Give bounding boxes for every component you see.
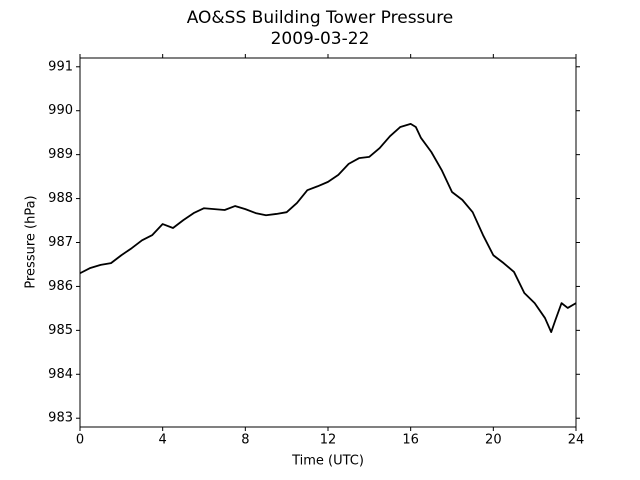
- x-axis-label: Time (UTC): [291, 454, 364, 469]
- y-tick-label: 987: [48, 235, 73, 250]
- x-tick-label: 16: [402, 433, 419, 448]
- chart-title: AO&SS Building Tower Pressure: [187, 8, 454, 28]
- y-tick-label: 985: [48, 323, 73, 338]
- x-tick-label: 20: [485, 433, 502, 448]
- y-tick-label: 989: [48, 147, 73, 162]
- plot-frame: [79, 57, 577, 428]
- y-tick-label: 983: [48, 411, 73, 426]
- x-tick-label: 4: [159, 433, 167, 448]
- y-tick-label: 991: [48, 59, 73, 74]
- x-tick-label: 8: [241, 433, 249, 448]
- x-tick-label: 0: [76, 433, 84, 448]
- chart-subtitle: 2009-03-22: [271, 29, 370, 49]
- y-tick-label: 986: [48, 279, 73, 294]
- pressure-line: [79, 122, 577, 334]
- y-tick-label: 984: [48, 367, 73, 382]
- y-axis-label: Pressure (hPa): [24, 195, 39, 288]
- y-tick-label: 988: [48, 191, 73, 206]
- x-tick-label: 24: [568, 433, 585, 448]
- y-tick-label: 990: [48, 103, 73, 118]
- x-tick-label: 12: [320, 433, 337, 448]
